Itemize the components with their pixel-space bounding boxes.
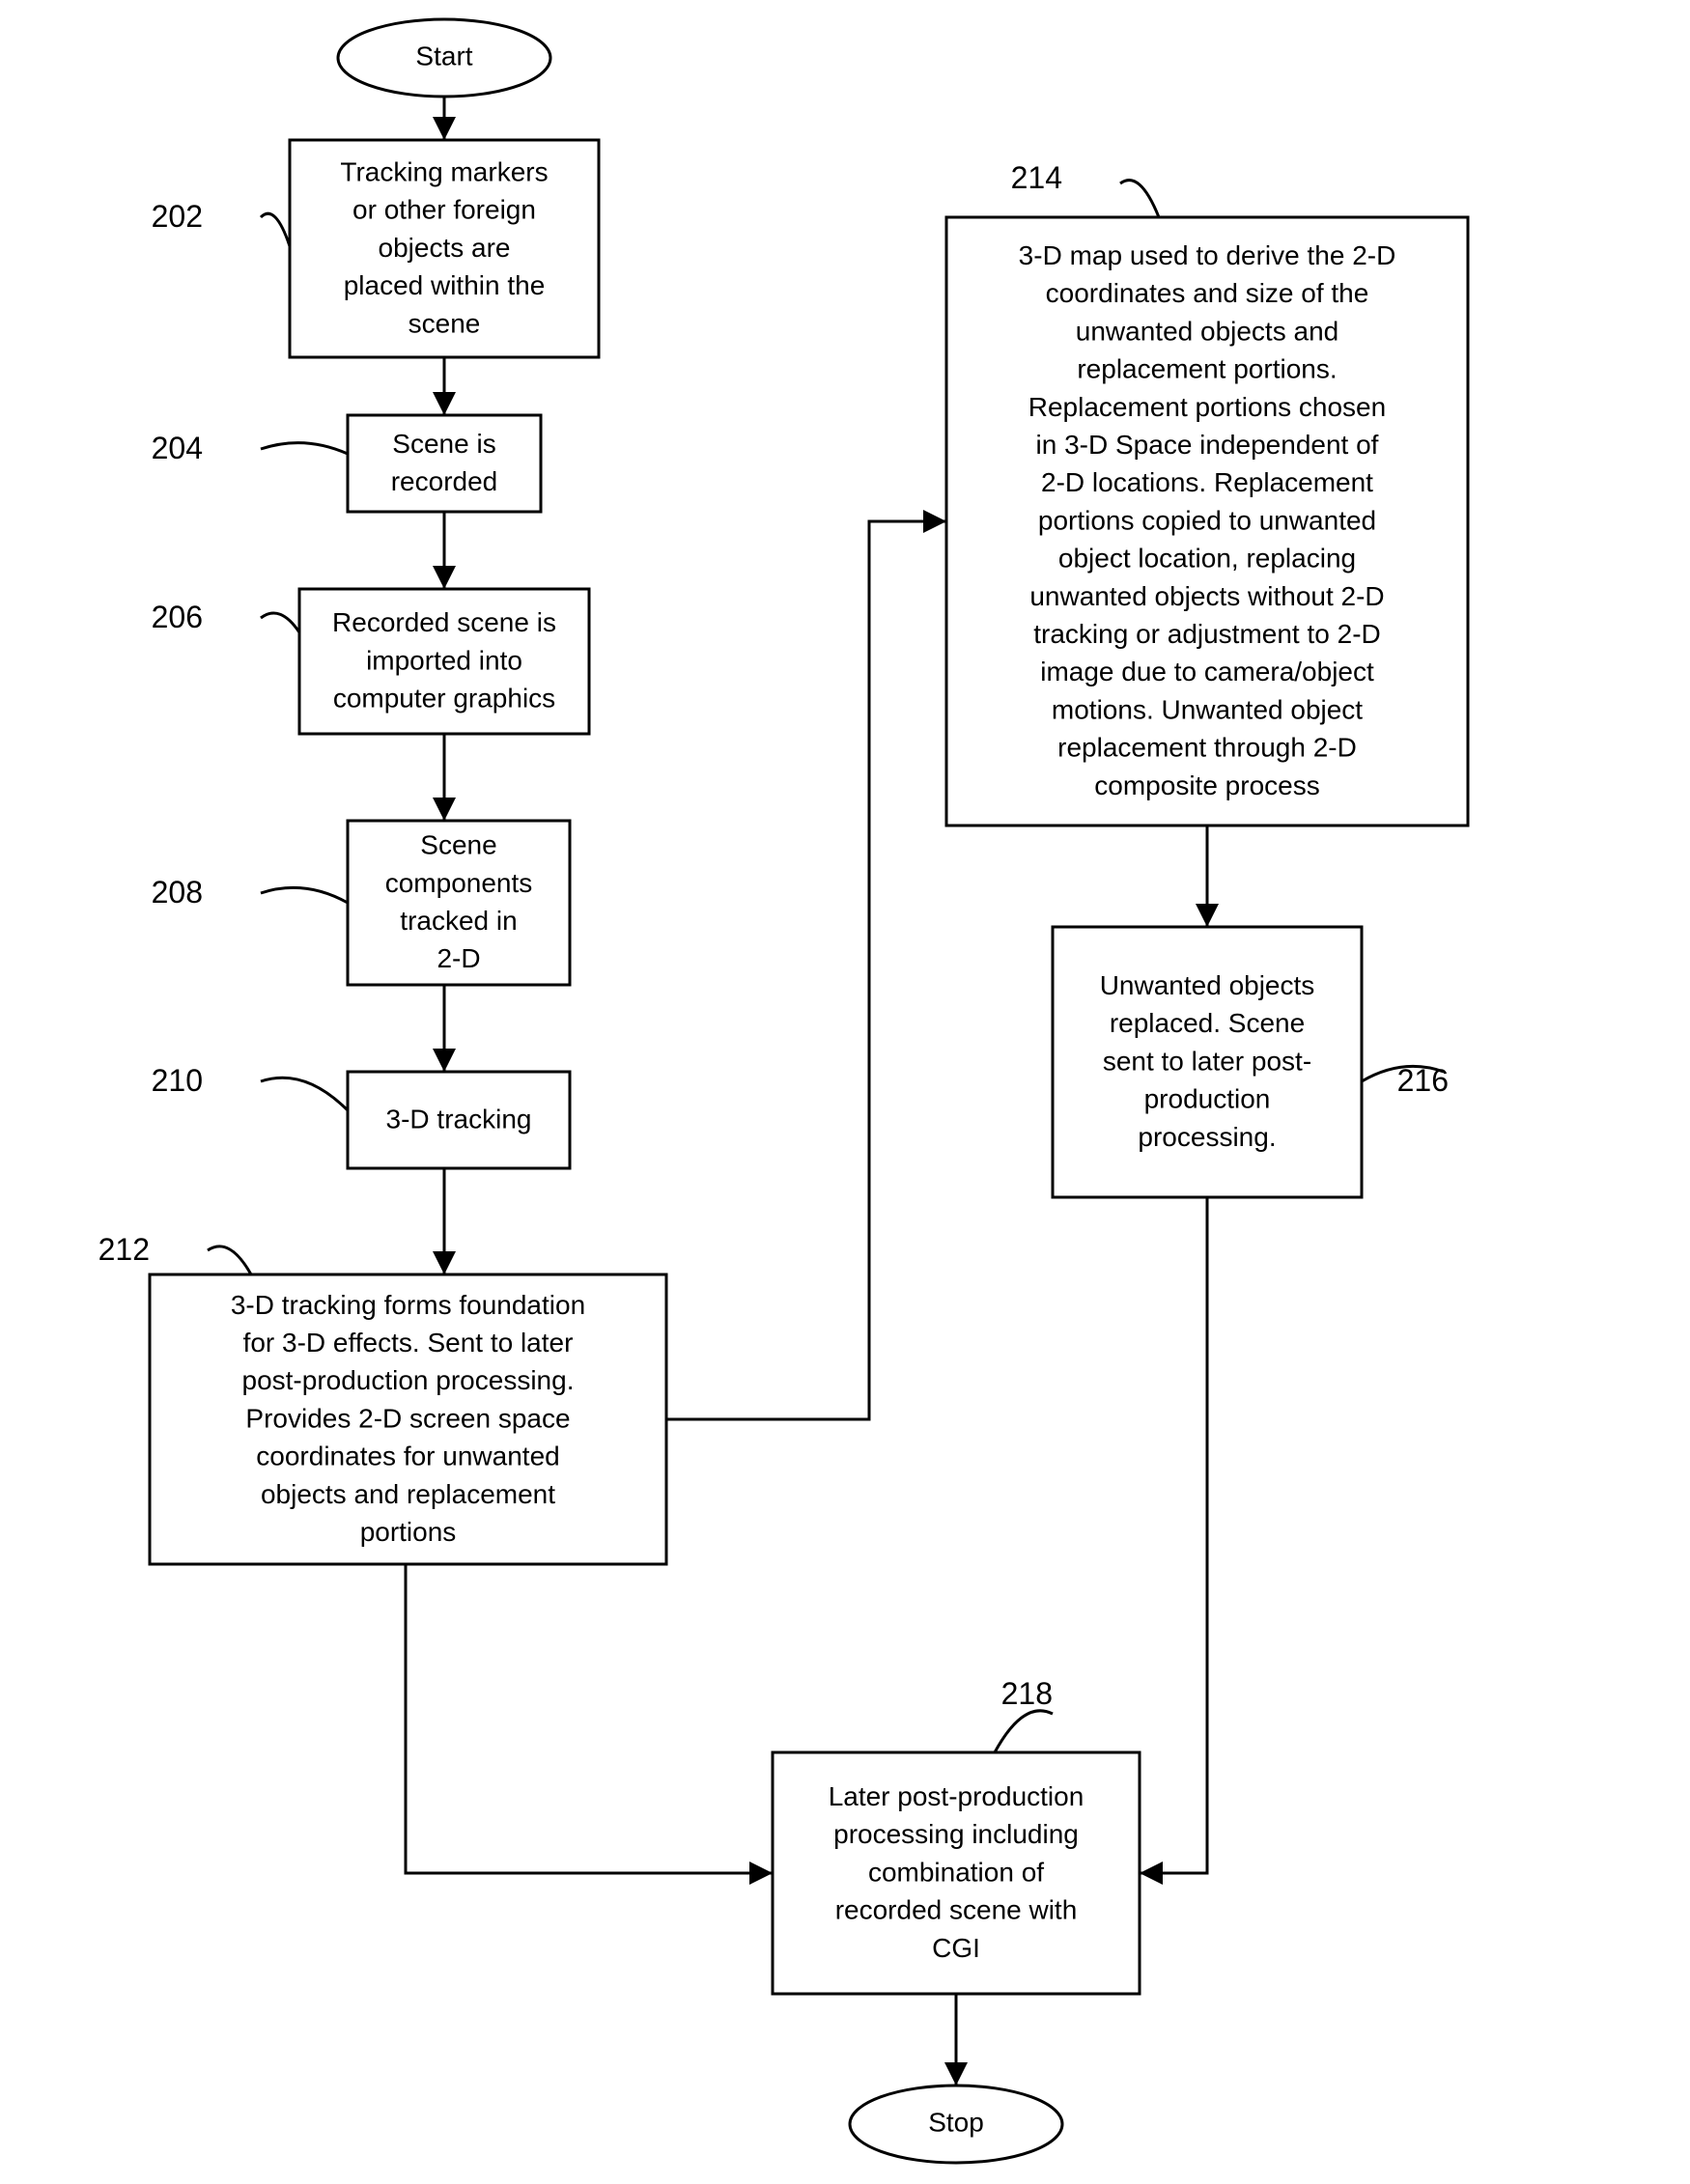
ref-leader-208	[261, 887, 348, 903]
arrowhead-icon	[433, 566, 456, 589]
ref-leader-210	[261, 1078, 348, 1110]
arrowhead-icon	[433, 392, 456, 415]
arrowhead-icon	[1196, 904, 1219, 927]
ref-label-204: 204	[152, 431, 203, 465]
start-label: Start	[415, 41, 472, 70]
arrowhead-icon	[923, 510, 946, 533]
ref-leader-212	[208, 1246, 251, 1274]
stop-label: Stop	[928, 2107, 984, 2137]
ref-label-214: 214	[1011, 160, 1062, 195]
arrowhead-icon	[749, 1862, 773, 1885]
ref-leader-206	[261, 613, 299, 632]
flowchart-canvas: Start Stop Tracking markersor other foreig…	[0, 0, 1690, 2184]
ref-leader-202	[261, 213, 290, 246]
ref-label-202: 202	[152, 199, 203, 234]
node-210-text: 3-D tracking	[386, 1104, 532, 1134]
arrowhead-icon	[944, 2062, 968, 2086]
ref-leader-218	[995, 1711, 1053, 1752]
arrowhead-icon	[433, 1251, 456, 1274]
node-212-text: 3-D tracking forms foundationfor 3-D eff…	[231, 1290, 585, 1547]
arrowhead-icon	[1140, 1862, 1163, 1885]
flow-edge	[406, 1564, 773, 1873]
node-204-text: Scene isrecorded	[391, 429, 498, 496]
ref-leader-214	[1120, 181, 1159, 217]
node-202-text: Tracking markersor other foreignobjects …	[340, 157, 548, 339]
ref-leader-204	[261, 443, 348, 454]
ref-label-206: 206	[152, 600, 203, 634]
node-216-text: Unwanted objectsreplaced. Scenesent to l…	[1100, 970, 1315, 1152]
ref-label-218: 218	[1001, 1676, 1053, 1711]
arrowhead-icon	[433, 798, 456, 821]
arrowhead-icon	[433, 117, 456, 140]
node-206-text: Recorded scene isimported intocomputer g…	[332, 607, 556, 713]
flow-edge	[666, 521, 946, 1419]
flow-edge	[1140, 1197, 1207, 1873]
node-214-text: 3-D map used to derive the 2-Dcoordinate…	[1019, 240, 1396, 800]
node-218-text: Later post-productionprocessing includin…	[829, 1781, 1084, 1963]
ref-label-212: 212	[99, 1232, 150, 1267]
ref-label-208: 208	[152, 875, 203, 910]
node-208-text: Scenecomponentstracked in2-D	[385, 830, 533, 974]
ref-label-210: 210	[152, 1063, 203, 1098]
arrowhead-icon	[433, 1049, 456, 1072]
